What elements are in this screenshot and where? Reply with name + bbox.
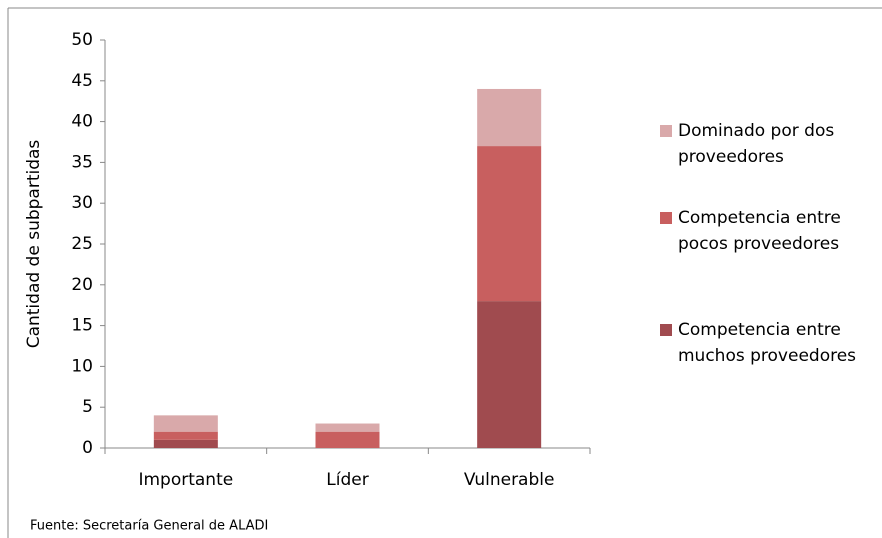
y-tick-label: 25 bbox=[71, 234, 93, 254]
y-tick-label: 35 bbox=[71, 152, 93, 172]
bar-segment bbox=[153, 439, 218, 448]
legend-entry: Competencia entre pocos proveedores bbox=[660, 205, 878, 257]
y-tick-label: 30 bbox=[71, 193, 93, 213]
legend-swatch bbox=[660, 125, 672, 137]
y-tick-label: 20 bbox=[71, 275, 93, 295]
bar-segment bbox=[153, 415, 218, 432]
y-tick-label: 0 bbox=[82, 438, 93, 458]
bar-segment bbox=[153, 431, 218, 440]
bar-segment bbox=[477, 301, 542, 448]
x-tick-label: Importante bbox=[138, 470, 233, 490]
x-tick-label: Líder bbox=[326, 470, 368, 490]
bar-segment bbox=[315, 431, 380, 448]
y-tick-label: 10 bbox=[71, 356, 93, 376]
y-tick-label: 50 bbox=[71, 30, 93, 50]
legend-entry: Competencia entre muchos proveedores bbox=[660, 317, 878, 369]
x-tick-label: Vulnerable bbox=[464, 470, 555, 490]
bar-segment bbox=[477, 88, 542, 147]
legend-entry: Dominado por dos proveedores bbox=[660, 118, 878, 170]
y-tick-label: 5 bbox=[82, 397, 93, 417]
legend-label: Competencia entre pocos proveedores bbox=[678, 208, 841, 254]
bar-segment bbox=[315, 423, 380, 432]
legend-swatch bbox=[660, 212, 672, 224]
legend-swatch bbox=[660, 324, 672, 336]
y-tick-label: 45 bbox=[71, 71, 93, 91]
y-axis-label: Cantidad de subpartidas bbox=[24, 140, 44, 349]
bar-segment bbox=[477, 146, 542, 302]
legend-label: Dominado por dos proveedores bbox=[678, 121, 835, 167]
y-tick-label: 15 bbox=[71, 316, 93, 336]
y-tick-label: 40 bbox=[71, 112, 93, 132]
legend-label: Competencia entre muchos proveedores bbox=[678, 320, 857, 366]
source: Fuente: Secretaría General de ALADI bbox=[30, 519, 268, 534]
